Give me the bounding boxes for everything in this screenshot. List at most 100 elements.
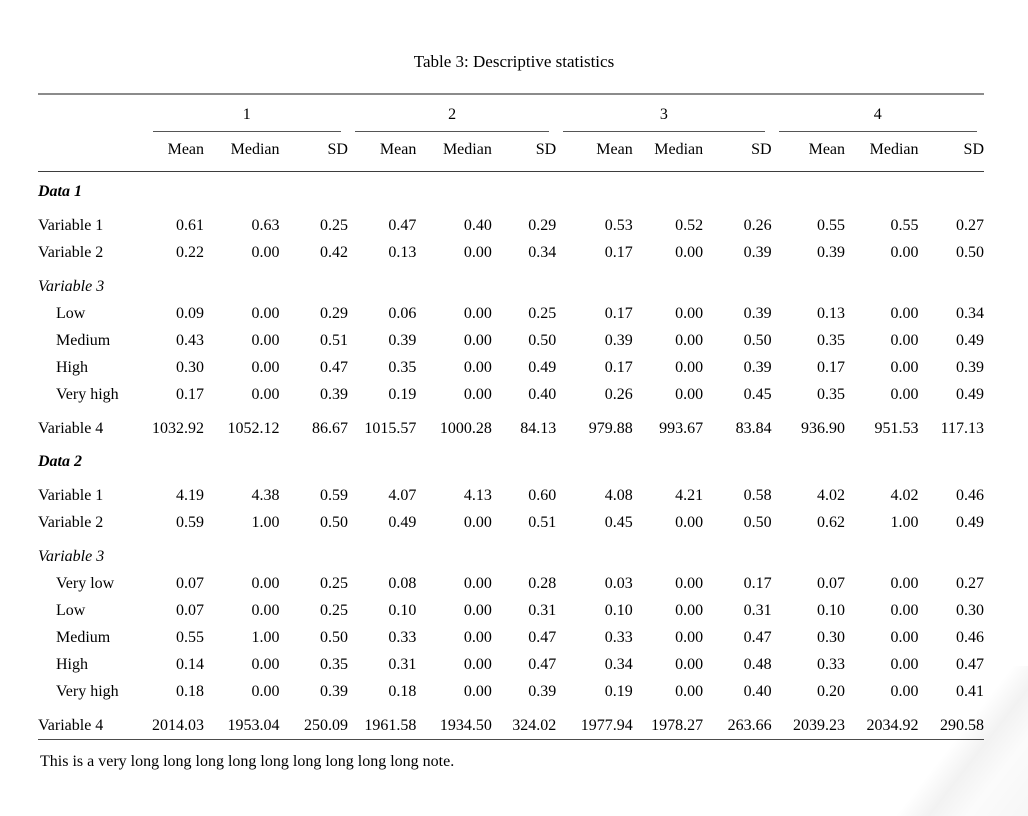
- group-label: 4: [778, 104, 977, 132]
- cell-value: [845, 536, 918, 570]
- cell-value: [348, 266, 416, 300]
- cell-value: 0.40: [463, 217, 492, 234]
- group-label: 3: [563, 104, 765, 132]
- cell-value: 0.08: [388, 575, 417, 592]
- cell-value: 0.17: [176, 386, 205, 403]
- cell-value: 0.51: [319, 332, 348, 349]
- row-label: High: [56, 359, 88, 376]
- cell-value: 1.00: [251, 629, 280, 646]
- group-header-row: 1 2 3 4: [38, 94, 984, 132]
- stat-header-row: Mean Median SD Mean Median SD Mean Media…: [38, 132, 984, 172]
- cell-value: 0.52: [675, 217, 704, 234]
- table-row: Variable 2 0.59 1.00 0.50 0.49 0.00 0.51 0.45 0.…: [38, 509, 984, 536]
- cell-value: 0.33: [604, 629, 633, 646]
- table-row: Variable 4 2014.03 1953.04 250.09 1961.58 193…: [38, 705, 984, 740]
- cell-value: 936.90: [801, 420, 846, 437]
- cell-value: [772, 536, 845, 570]
- cell-value: [416, 536, 491, 570]
- cell-value: 4.19: [176, 487, 205, 504]
- cell-value: 0.29: [528, 217, 557, 234]
- cell-value: 83.84: [735, 420, 772, 437]
- cell-value: [280, 266, 348, 300]
- cell-value: 0.59: [176, 514, 205, 531]
- cell-value: 0.49: [956, 514, 984, 531]
- cell-value: 0.00: [251, 656, 280, 673]
- cell-value: 0.00: [251, 575, 280, 592]
- cell-value: 0.00: [675, 359, 704, 376]
- cell-value: 0.43: [176, 332, 205, 349]
- cell-value: 0.50: [319, 514, 348, 531]
- table-row: Variable 1 4.19 4.38 0.59 4.07 4.13 0.60 4.08 4.…: [38, 475, 984, 509]
- cell-value: 84.13: [520, 420, 557, 437]
- cell-value: 0.28: [528, 575, 557, 592]
- cell-value: 0.58: [743, 487, 772, 504]
- cell-value: 2034.92: [845, 705, 919, 740]
- cell-value: 0.55: [817, 217, 846, 234]
- cell-value: 0.00: [463, 629, 492, 646]
- cell-value: 0.07: [176, 602, 205, 619]
- cell-value: 0.40: [743, 683, 772, 700]
- cell-value: 0.14: [176, 656, 205, 673]
- cell-value: 1000.28: [439, 420, 492, 437]
- table-row: Medium 0.43 0.00 0.51 0.39 0.00 0.50 0.39 0.00 0.…: [38, 327, 984, 354]
- cell-value: 0.17: [604, 244, 633, 261]
- cell-value: 0.06: [388, 305, 417, 322]
- cell-value: 0.34: [956, 305, 984, 322]
- cell-value: 0.50: [956, 244, 984, 261]
- col-header-mean: Mean: [771, 132, 846, 172]
- cell-value: [703, 536, 771, 570]
- cell-value: [204, 266, 279, 300]
- cell-value: 0.39: [604, 332, 633, 349]
- cell-value: 0.03: [604, 575, 633, 592]
- col-header-sd: SD: [703, 132, 772, 172]
- cell-value: 0.00: [251, 359, 280, 376]
- cell-value: 0.00: [890, 629, 919, 646]
- cell-value: 0.26: [743, 217, 772, 234]
- cell-value: 0.49: [528, 359, 557, 376]
- cell-value: 0.17: [604, 305, 633, 322]
- group-label: 1: [152, 104, 341, 132]
- cell-value: [492, 536, 556, 570]
- cell-value: 0.50: [743, 332, 772, 349]
- col-header-mean: Mean: [347, 132, 417, 172]
- col-header-sd: SD: [491, 132, 557, 172]
- cell-value: 0.00: [890, 683, 919, 700]
- cell-value: 0.09: [176, 305, 205, 322]
- cell-value: 0.63: [251, 217, 280, 234]
- subhead-row: Variable 3: [38, 266, 984, 300]
- table-row: Variable 1 0.61 0.63 0.25 0.47 0.40 0.29 0.53 0.…: [38, 205, 984, 239]
- cell-value: 4.08: [604, 487, 633, 504]
- cell-value: [146, 536, 204, 570]
- cell-value: 0.00: [890, 575, 919, 592]
- cell-value: 0.17: [817, 359, 846, 376]
- row-label: Variable 3: [38, 548, 105, 565]
- cell-value: 0.00: [675, 305, 704, 322]
- cell-value: [918, 536, 984, 570]
- cell-value: 0.00: [463, 305, 492, 322]
- cell-value: 2039.23: [771, 705, 846, 740]
- table-row: Very high 0.18 0.00 0.39 0.18 0.00 0.39 0.19 0.0…: [38, 678, 984, 705]
- cell-value: 0.00: [463, 575, 492, 592]
- row-label: Very high: [56, 683, 119, 700]
- cell-value: 0.49: [956, 332, 984, 349]
- row-label: Variable 1: [38, 487, 104, 504]
- cell-value: 0.39: [817, 244, 846, 261]
- cell-value: 0.19: [388, 386, 417, 403]
- cell-value: 0.42: [319, 244, 348, 261]
- section-label: Data 1: [38, 183, 82, 200]
- cell-value: 0.20: [817, 683, 846, 700]
- cell-value: [556, 536, 632, 570]
- row-label: Variable 1: [38, 217, 104, 234]
- cell-value: 0.00: [675, 602, 704, 619]
- table-row: Low 0.09 0.00 0.29 0.06 0.00 0.25 0.17 0.00 0.39 0…: [38, 300, 984, 327]
- cell-value: 0.46: [956, 487, 984, 504]
- cell-value: 0.41: [956, 683, 984, 700]
- cell-value: 0.31: [388, 656, 417, 673]
- table-row: Medium 0.55 1.00 0.50 0.33 0.00 0.47 0.33 0.00 0.…: [38, 624, 984, 651]
- cell-value: 0.13: [388, 244, 417, 261]
- cell-value: 0.48: [743, 656, 772, 673]
- cell-value: 0.17: [743, 575, 772, 592]
- cell-value: 0.00: [463, 656, 492, 673]
- cell-value: 1032.92: [152, 420, 205, 437]
- cell-value: 1953.04: [204, 705, 280, 740]
